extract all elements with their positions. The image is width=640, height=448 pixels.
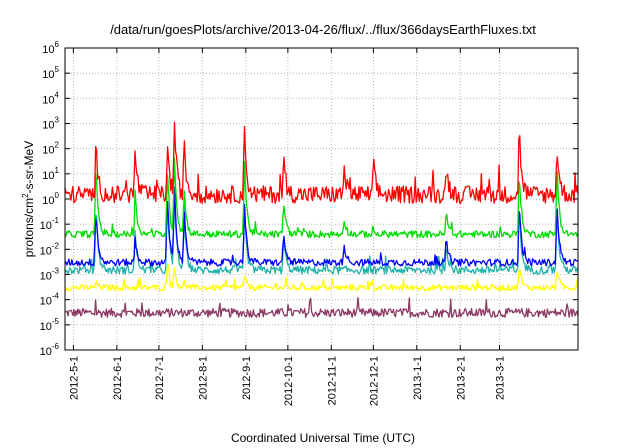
y-tick-label: 104 bbox=[42, 90, 59, 106]
x-tick-label: 2013-2-1 bbox=[455, 356, 467, 400]
y-tick-label-base: 10 bbox=[40, 321, 52, 333]
series-line-3 bbox=[64, 192, 579, 275]
x-axis-label: Coordinated Universal Time (UTC) bbox=[231, 431, 415, 445]
y-tick-label-exponent: -5 bbox=[52, 317, 60, 326]
x-tick-label: 2012-11-1 bbox=[326, 356, 338, 405]
y-tick-label: 102 bbox=[42, 141, 59, 157]
y-tick-label-base: 10 bbox=[42, 44, 54, 56]
y-tick-label-base: 10 bbox=[42, 195, 54, 207]
x-tick-label: 2012-5-1 bbox=[68, 356, 80, 400]
y-tick-label: 10-3 bbox=[40, 267, 60, 283]
x-tick-label: 2012-7-1 bbox=[154, 356, 166, 400]
series-line-1 bbox=[64, 297, 579, 318]
y-tick-label-base: 10 bbox=[42, 145, 54, 157]
y-tick-label-base: 10 bbox=[42, 69, 54, 81]
y-tick-label: 10-2 bbox=[40, 241, 60, 257]
series-line-6 bbox=[64, 121, 579, 204]
chart-title: /data/run/goesPlots/archive/2013-04-26/f… bbox=[110, 22, 536, 37]
y-tick-label: 106 bbox=[42, 40, 59, 56]
y-tick-label: 10-5 bbox=[40, 317, 60, 333]
x-tick-label: 2012-9-1 bbox=[241, 356, 253, 400]
y-tick-label-exponent: 3 bbox=[55, 116, 60, 125]
y-tick-label-base: 10 bbox=[40, 346, 52, 358]
x-tick-label: 2013-3-1 bbox=[495, 356, 507, 400]
y-tick-label-exponent: -4 bbox=[52, 292, 60, 301]
y-tick-label: 103 bbox=[42, 116, 59, 132]
y-axis-label-base: protons/cm bbox=[22, 198, 36, 257]
y-tick-label-exponent: -6 bbox=[52, 342, 60, 351]
series-line-5 bbox=[64, 157, 579, 239]
y-tick-label: 10-1 bbox=[40, 216, 60, 232]
series-line-4 bbox=[64, 186, 579, 267]
y-tick-label: 10-4 bbox=[40, 292, 60, 308]
y-tick-label-exponent: 2 bbox=[55, 141, 60, 150]
y-axis-label: protons/cm2-s-sr-MeV bbox=[21, 141, 36, 257]
y-tick-label-base: 10 bbox=[42, 170, 54, 182]
y-tick-label-exponent: -1 bbox=[52, 216, 60, 225]
x-tick-label: 2012-8-1 bbox=[197, 356, 209, 400]
y-tick-label-exponent: 0 bbox=[55, 191, 60, 200]
y-tick-label-base: 10 bbox=[40, 220, 52, 232]
y-tick-label-base: 10 bbox=[40, 296, 52, 308]
y-tick-label-exponent: 4 bbox=[55, 90, 60, 99]
y-tick-label-exponent: 5 bbox=[55, 65, 60, 74]
y-tick-label-exponent: -3 bbox=[52, 267, 60, 276]
y-tick-label-base: 10 bbox=[40, 245, 52, 257]
y-tick-label-exponent: 6 bbox=[55, 40, 60, 49]
y-tick-label-base: 10 bbox=[40, 271, 52, 283]
y-tick-label: 100 bbox=[42, 191, 59, 207]
x-tick-label: 2012-12-1 bbox=[368, 356, 380, 406]
tick-marks bbox=[65, 47, 578, 351]
x-tick-label: 2012-10-1 bbox=[283, 356, 295, 406]
x-tick-labels: 2012-5-1 2012-6-1 2012-7-1 2012-8-1 2012-9-1… bbox=[68, 356, 506, 406]
y-tick-label-exponent: -2 bbox=[52, 241, 60, 250]
y-axis-label-sup: 2 bbox=[21, 193, 30, 198]
y-tick-label-exponent: 1 bbox=[55, 166, 60, 175]
y-tick-label-base: 10 bbox=[42, 94, 54, 106]
series-layer bbox=[64, 121, 579, 318]
series-line-2 bbox=[64, 263, 579, 292]
y-tick-label: 10-6 bbox=[40, 342, 60, 358]
y-tick-label: 101 bbox=[42, 166, 59, 182]
y-axis-label-rest: -s-sr-MeV bbox=[22, 141, 36, 194]
y-tick-labels: 10-610-510-410-310-210-11001011021031041… bbox=[40, 40, 60, 358]
y-tick-label: 105 bbox=[42, 65, 59, 81]
x-tick-label: 2012-6-1 bbox=[112, 356, 124, 400]
y-tick-label-base: 10 bbox=[42, 120, 54, 132]
x-tick-label: 2013-1-1 bbox=[412, 356, 424, 400]
